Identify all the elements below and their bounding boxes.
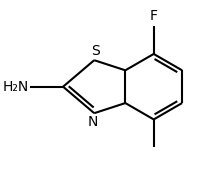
Text: S: S	[91, 44, 100, 58]
Text: N: N	[88, 115, 98, 129]
Text: H₂N: H₂N	[3, 80, 29, 94]
Text: F: F	[150, 9, 158, 23]
